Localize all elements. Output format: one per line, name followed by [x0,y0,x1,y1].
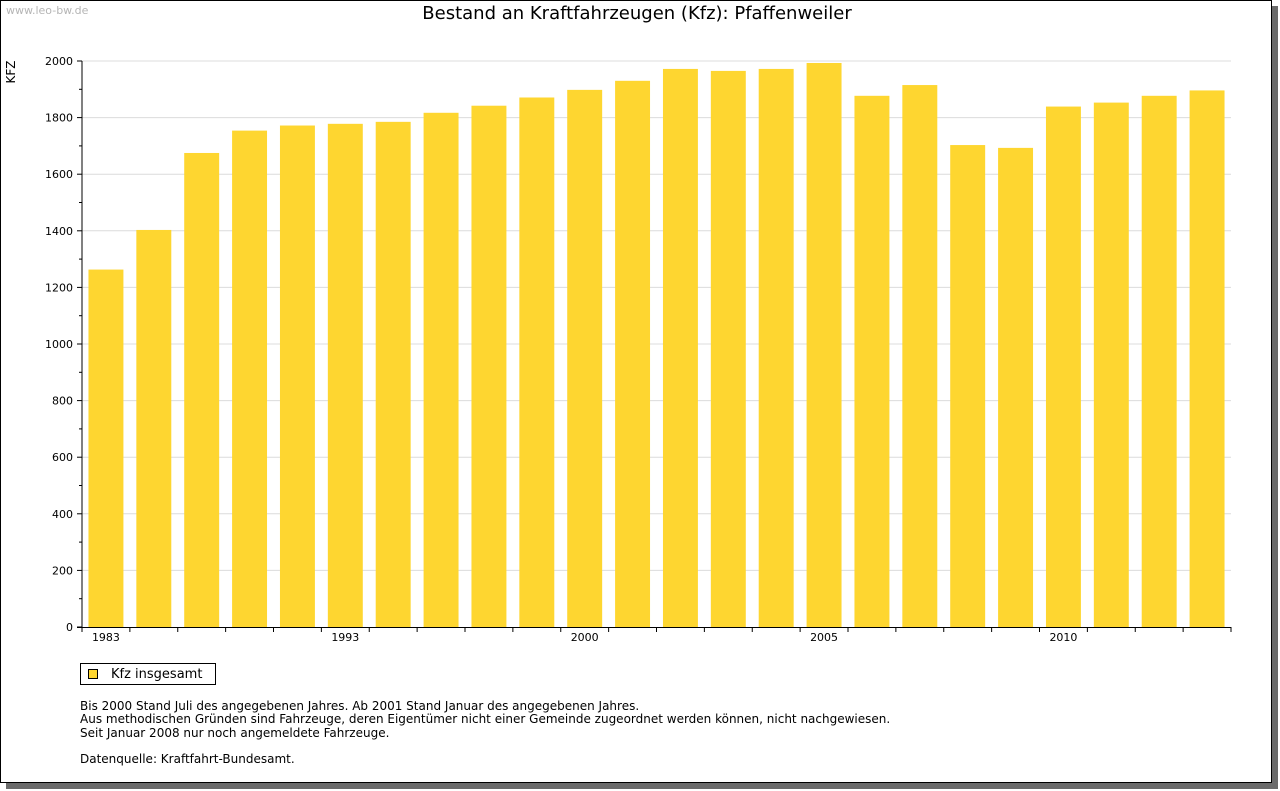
bar [902,85,938,628]
bar [88,269,124,627]
bar [710,70,746,627]
bars [88,62,1225,628]
footnotes: Bis 2000 Stand Juli des angegebenen Jahr… [80,699,891,740]
y-tick-label: 400 [52,508,73,521]
bar [854,95,890,627]
bar [136,229,172,628]
bar [758,68,794,627]
y-tick-label: 800 [52,395,73,408]
y-tick-label: 1600 [45,168,73,181]
bar [184,152,220,627]
y-tick-label: 1400 [45,225,73,238]
bar [423,112,459,627]
bar [567,89,603,628]
y-tick-label: 600 [52,451,73,464]
x-tick-label: 2000 [571,631,599,644]
bar [1093,102,1129,627]
x-axis-ticks: 1983 1993 2000 2005 2010 [81,627,1232,644]
y-tick-label: 2000 [45,55,73,68]
legend-label: Kfz insgesamt [111,667,203,682]
bar [1141,95,1177,627]
frame-shadow-right [1272,6,1278,789]
bar [327,123,363,628]
bar [950,145,986,627]
bar [806,62,842,627]
x-tick-label: 1993 [331,631,359,644]
bar [375,121,411,627]
watermark: www.leo-bw.de [6,4,89,17]
y-tick-label: 1200 [45,281,73,294]
frame-shadow-bottom [6,783,1278,789]
y-axis-ticks: 0 200 400 600 800 1000 1200 1400 1600 1800 2000 [45,55,82,634]
legend-swatch [88,669,98,679]
footnote: Bis 2000 Stand Juli des angegebenen Jahr… [80,699,640,713]
legend: Kfz insgesamt [80,663,216,685]
bar [232,130,268,628]
x-tick-label: 2005 [810,631,838,644]
bar [279,125,315,628]
gridlines [82,60,1231,571]
bar [519,97,555,627]
bar [1045,106,1081,628]
bar [1189,90,1225,627]
footnote: Seit Januar 2008 nur noch angemeldete Fa… [80,725,390,740]
footnote: Aus methodischen Gründen sind Fahrzeuge,… [80,712,891,727]
y-axis-label: KFZ [4,61,18,84]
bar [471,105,507,628]
y-tick-label: 1000 [45,338,73,351]
y-tick-label: 200 [52,564,73,577]
y-tick-label: 0 [66,621,73,634]
x-tick-label: 1983 [92,631,120,644]
bar [662,68,698,627]
data-source: Datenquelle: Kraftfahrt-Bundesamt. [80,752,295,766]
bar [998,147,1034,628]
bar [615,80,651,627]
chart-title: Bestand an Kraftfahrzeugen (Kfz): Pfaffe… [422,3,852,24]
y-tick-label: 1800 [45,112,73,125]
x-tick-label: 2010 [1049,631,1077,644]
